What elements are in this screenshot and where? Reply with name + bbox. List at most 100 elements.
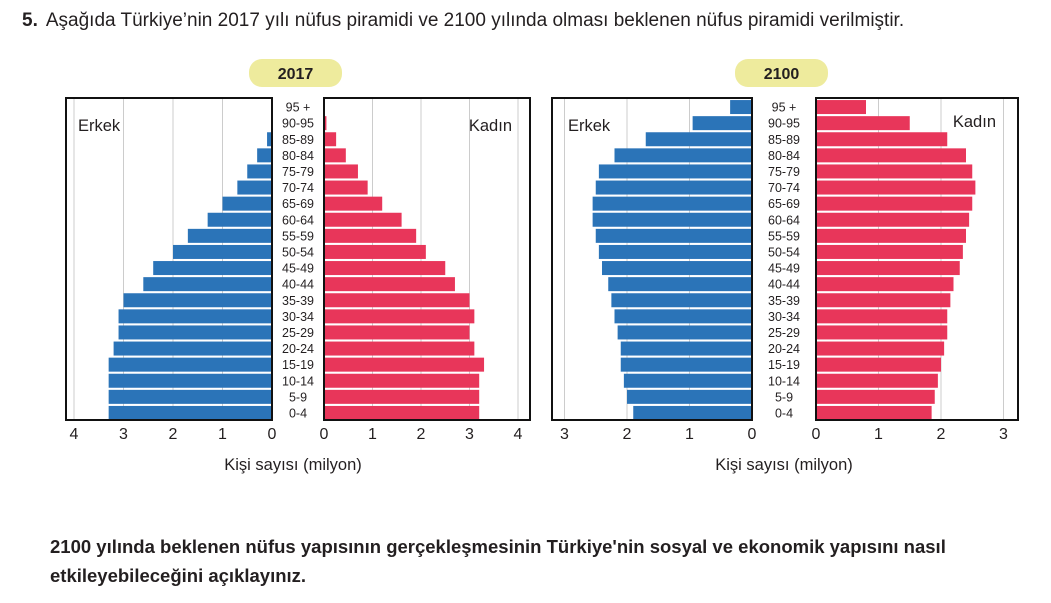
bar-kadin-35-39 xyxy=(324,293,470,308)
x-tick-label: 1 xyxy=(218,426,227,443)
bar-erkek-0-4 xyxy=(108,405,273,420)
age-label: 95 + xyxy=(286,101,311,115)
erkek-label: Erkek xyxy=(78,117,121,135)
bar-kadin-60-64 xyxy=(324,212,402,227)
bar-kadin-40-44 xyxy=(324,277,455,292)
age-label: 0-4 xyxy=(289,406,307,420)
bar-erkek-85-89 xyxy=(645,132,752,147)
bar-kadin-5-9 xyxy=(816,389,935,404)
bar-erkek-25-29 xyxy=(617,325,752,340)
bar-erkek-30-34 xyxy=(118,309,272,324)
bar-erkek-75-79 xyxy=(598,164,752,179)
bar-erkek-50-54 xyxy=(173,244,272,259)
age-label: 30-34 xyxy=(282,310,314,324)
bar-erkek-55-59 xyxy=(187,228,272,243)
x-tick-label: 1 xyxy=(368,426,377,443)
bar-kadin-65-69 xyxy=(816,196,973,211)
age-label: 45-49 xyxy=(282,262,314,276)
age-label: 60-64 xyxy=(282,213,314,227)
age-label: 20-24 xyxy=(768,342,800,356)
bar-kadin-50-54 xyxy=(324,244,426,259)
age-label: 85-89 xyxy=(282,133,314,147)
x-axis-title: Kişi sayısı (milyon) xyxy=(224,456,362,474)
bar-kadin-15-19 xyxy=(324,357,485,372)
age-label: 50-54 xyxy=(282,245,314,259)
male-frame xyxy=(65,97,273,421)
age-label: 35-39 xyxy=(768,294,800,308)
bar-erkek-25-29 xyxy=(118,325,272,340)
x-axis-title: Kişi sayısı (milyon) xyxy=(715,456,853,474)
bar-erkek-45-49 xyxy=(602,261,752,276)
bar-kadin-55-59 xyxy=(816,228,966,243)
age-label: 65-69 xyxy=(282,197,314,211)
bar-erkek-15-19 xyxy=(108,357,273,372)
age-label: 35-39 xyxy=(282,294,314,308)
bar-kadin-45-49 xyxy=(324,261,446,276)
bar-erkek-35-39 xyxy=(123,293,272,308)
bar-kadin-20-24 xyxy=(324,341,475,356)
age-label: 30-34 xyxy=(768,310,800,324)
bar-erkek-70-74 xyxy=(237,180,272,195)
x-tick-label: 3 xyxy=(119,426,128,443)
x-tick-label: 2 xyxy=(169,426,178,443)
bar-kadin-80-84 xyxy=(816,148,966,163)
x-tick-label: 3 xyxy=(560,426,569,443)
age-label: 45-49 xyxy=(768,262,800,276)
bar-erkek-80-84 xyxy=(614,148,752,163)
bar-kadin-0-4 xyxy=(324,405,480,420)
kadin-label: Kadın xyxy=(953,113,996,131)
bar-erkek-60-64 xyxy=(207,212,272,227)
bar-kadin-25-29 xyxy=(816,325,948,340)
year-label: 2100 xyxy=(764,66,800,83)
bar-erkek-65-69 xyxy=(592,196,752,211)
kadin-label: Kadın xyxy=(469,117,512,135)
age-label: 85-89 xyxy=(768,133,800,147)
x-tick-label: 3 xyxy=(465,426,474,443)
bar-kadin-30-34 xyxy=(324,309,475,324)
age-label: 90-95 xyxy=(768,117,800,131)
bar-erkek-20-24 xyxy=(620,341,752,356)
bar-erkek-15-19 xyxy=(620,357,752,372)
female-frame xyxy=(815,97,1019,421)
age-label: 40-44 xyxy=(768,278,800,292)
x-tick-label: 4 xyxy=(514,426,523,443)
x-tick-label: 0 xyxy=(812,426,821,443)
age-label: 10-14 xyxy=(768,374,800,388)
bar-erkek-10-14 xyxy=(623,373,752,388)
bar-erkek-85-89 xyxy=(267,132,272,147)
age-label: 55-59 xyxy=(768,229,800,243)
age-label: 75-79 xyxy=(768,165,800,179)
bar-erkek-0-4 xyxy=(633,405,752,420)
bar-kadin-55-59 xyxy=(324,228,417,243)
bar-kadin-85-89 xyxy=(324,132,337,147)
bar-kadin-60-64 xyxy=(816,212,970,227)
bar-erkek-75-79 xyxy=(247,164,272,179)
x-tick-label: 0 xyxy=(268,426,277,443)
age-label: 15-19 xyxy=(282,358,314,372)
x-tick-label: 3 xyxy=(999,426,1008,443)
age-label: 10-14 xyxy=(282,374,314,388)
year-badge xyxy=(735,59,828,87)
age-label: 60-64 xyxy=(768,213,800,227)
bar-erkek-60-64 xyxy=(592,212,752,227)
bar-kadin-30-34 xyxy=(816,309,948,324)
bar-erkek-50-54 xyxy=(598,244,752,259)
bar-erkek-30-34 xyxy=(614,309,752,324)
bar-kadin-45-49 xyxy=(816,261,960,276)
pyramid-2017 xyxy=(65,59,531,421)
age-label: 0-4 xyxy=(775,406,793,420)
x-tick-label: 1 xyxy=(685,426,694,443)
age-label: 80-84 xyxy=(282,149,314,163)
x-tick-label: 2 xyxy=(937,426,946,443)
bar-kadin-20-24 xyxy=(816,341,945,356)
x-tick-label: 1 xyxy=(874,426,883,443)
bar-kadin-0-4 xyxy=(816,405,932,420)
bar-kadin-95 + xyxy=(816,100,866,115)
age-label: 80-84 xyxy=(768,149,800,163)
age-label: 5-9 xyxy=(289,390,307,404)
question-heading: 5. Aşağıda Türkiye’nin 2017 yılı nüfus pi… xyxy=(22,10,904,32)
x-tick-label: 2 xyxy=(623,426,632,443)
bar-erkek-70-74 xyxy=(595,180,752,195)
bar-erkek-10-14 xyxy=(108,373,273,388)
bar-kadin-70-74 xyxy=(816,180,976,195)
